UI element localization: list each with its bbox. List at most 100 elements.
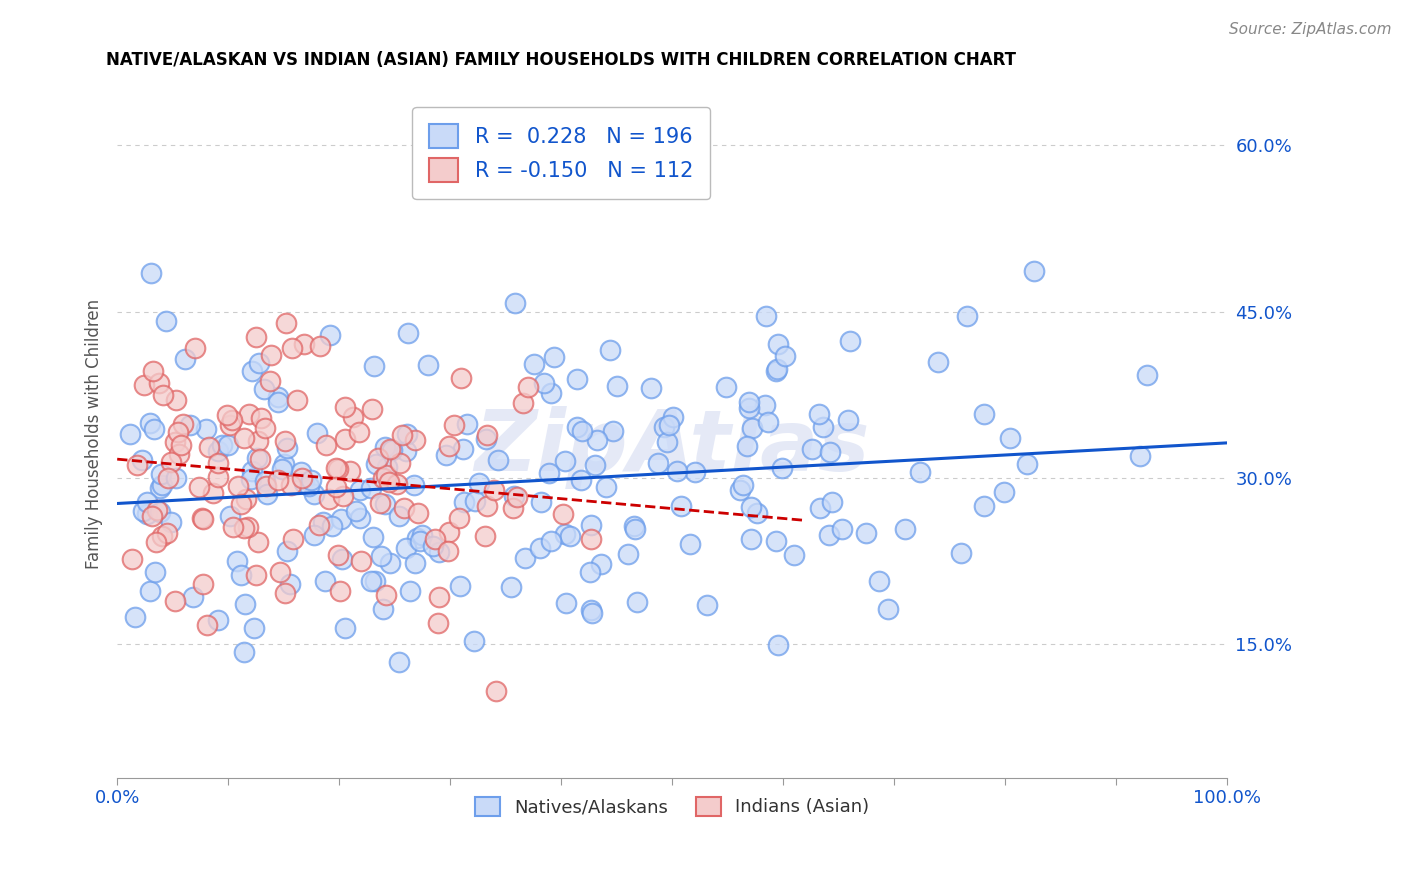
Point xyxy=(474,529,496,543)
Legend: Natives/Alaskans, Indians (Asian): Natives/Alaskans, Indians (Asian) xyxy=(468,789,877,823)
Point xyxy=(150,478,173,492)
Point xyxy=(181,590,204,604)
Point xyxy=(131,453,153,467)
Point xyxy=(464,494,486,508)
Point xyxy=(910,465,932,479)
Point xyxy=(533,376,555,390)
Point xyxy=(330,552,353,566)
Point xyxy=(811,419,834,434)
Point xyxy=(240,364,263,378)
Point xyxy=(156,471,179,485)
Point xyxy=(163,594,186,608)
Point xyxy=(381,442,404,457)
Point xyxy=(399,584,422,599)
Point xyxy=(325,460,347,475)
Point xyxy=(290,465,312,479)
Point xyxy=(136,494,159,508)
Point xyxy=(367,450,389,465)
Point xyxy=(437,525,460,540)
Point xyxy=(139,416,162,430)
Point xyxy=(766,638,789,652)
Point xyxy=(290,471,312,485)
Point xyxy=(378,556,401,570)
Point xyxy=(165,392,187,407)
Point xyxy=(758,416,780,430)
Point xyxy=(266,473,288,487)
Point xyxy=(167,425,190,439)
Point xyxy=(360,574,382,588)
Point xyxy=(260,348,283,362)
Point xyxy=(245,568,267,582)
Point xyxy=(512,396,534,410)
Point xyxy=(973,499,995,513)
Y-axis label: Family Households with Children: Family Households with Children xyxy=(86,299,103,569)
Point xyxy=(765,534,787,549)
Point xyxy=(745,506,768,520)
Point xyxy=(143,422,166,436)
Point xyxy=(136,508,159,522)
Point xyxy=(319,327,342,342)
Point xyxy=(1015,457,1038,471)
Point xyxy=(221,413,243,427)
Point xyxy=(281,341,304,355)
Text: ZipAtlas: ZipAtlas xyxy=(474,406,870,489)
Point xyxy=(738,394,761,409)
Point xyxy=(855,525,877,540)
Text: NATIVE/ALASKAN VS INDIAN (ASIAN) FAMILY HOUSEHOLDS WITH CHILDREN CORRELATION CHA: NATIVE/ALASKAN VS INDIAN (ASIAN) FAMILY … xyxy=(105,51,1017,69)
Point xyxy=(370,549,392,563)
Point xyxy=(503,295,526,310)
Point xyxy=(191,577,214,591)
Text: Source: ZipAtlas.com: Source: ZipAtlas.com xyxy=(1229,22,1392,37)
Point xyxy=(662,409,685,424)
Point xyxy=(132,504,155,518)
Point xyxy=(737,438,759,452)
Point xyxy=(449,510,471,524)
Point xyxy=(215,409,238,423)
Point xyxy=(583,458,606,473)
Point xyxy=(253,474,276,488)
Point xyxy=(579,517,602,532)
Point xyxy=(138,583,160,598)
Point xyxy=(184,342,207,356)
Point xyxy=(486,452,509,467)
Point xyxy=(292,476,315,491)
Point xyxy=(163,435,186,450)
Point xyxy=(191,512,214,526)
Point xyxy=(591,558,613,572)
Point xyxy=(242,621,264,635)
Point xyxy=(250,411,273,425)
Point xyxy=(364,574,387,588)
Point xyxy=(235,492,257,507)
Point xyxy=(207,456,229,470)
Point xyxy=(240,472,263,486)
Point xyxy=(437,543,460,558)
Point xyxy=(766,337,789,351)
Point xyxy=(579,603,602,617)
Point xyxy=(425,533,447,547)
Point xyxy=(818,445,841,459)
Point xyxy=(740,500,762,515)
Point xyxy=(160,455,183,469)
Point xyxy=(271,462,294,476)
Point xyxy=(374,440,396,454)
Point xyxy=(1136,368,1159,383)
Point xyxy=(513,550,536,565)
Point xyxy=(1000,432,1022,446)
Point xyxy=(678,537,700,551)
Point xyxy=(333,621,356,635)
Point xyxy=(837,412,859,426)
Point xyxy=(839,334,862,348)
Point xyxy=(411,528,433,542)
Point xyxy=(394,501,416,516)
Point xyxy=(569,473,592,487)
Point xyxy=(125,458,148,472)
Point xyxy=(174,351,197,366)
Point xyxy=(292,337,315,351)
Point xyxy=(502,500,524,515)
Point xyxy=(475,499,498,513)
Point xyxy=(754,398,776,412)
Point xyxy=(304,528,326,542)
Point xyxy=(741,421,763,435)
Point xyxy=(236,520,259,534)
Point xyxy=(404,433,426,447)
